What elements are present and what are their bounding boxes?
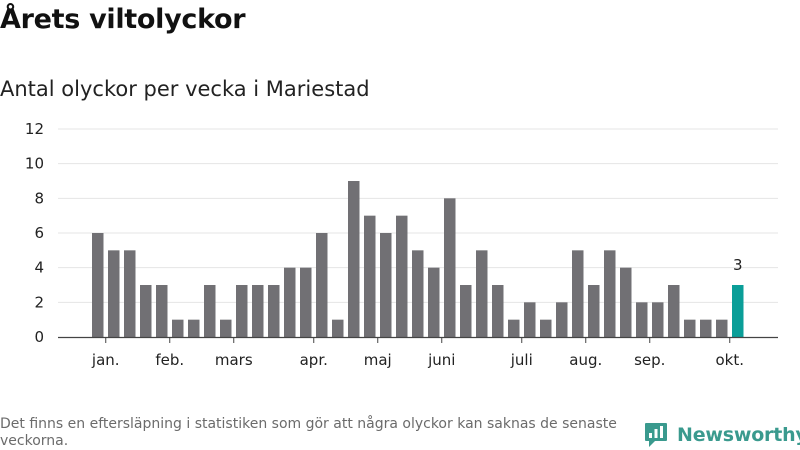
bar bbox=[428, 267, 440, 337]
bar bbox=[684, 319, 696, 337]
y-tick-label: 6 bbox=[34, 224, 44, 242]
bar bbox=[540, 319, 552, 337]
bar bbox=[716, 319, 728, 337]
bar bbox=[204, 285, 216, 337]
bar bbox=[252, 285, 264, 337]
bar bbox=[412, 250, 424, 337]
bar bbox=[300, 267, 312, 337]
bar bbox=[268, 285, 280, 337]
bar bbox=[444, 198, 456, 337]
newsworthy-logo-icon bbox=[645, 423, 667, 447]
x-tick-label: jan. bbox=[91, 351, 120, 369]
chart-subtitle: Antal olyckor per vecka i Mariestad bbox=[0, 77, 370, 101]
bar bbox=[572, 250, 584, 337]
y-tick-label: 4 bbox=[34, 259, 44, 277]
bar bbox=[460, 285, 472, 337]
bar bbox=[348, 181, 360, 337]
bar bbox=[124, 250, 136, 337]
bar bbox=[172, 319, 184, 337]
bar-chart: 0 2 4 6 8 10 12 3 jan. feb. mars apr. maj juni juli aug… bbox=[25, 120, 778, 369]
bar bbox=[236, 285, 248, 337]
newsworthy-logo: Newsworthy bbox=[644, 420, 800, 450]
bar bbox=[188, 319, 200, 337]
bar bbox=[556, 302, 568, 337]
bar bbox=[588, 285, 600, 337]
bar bbox=[156, 285, 168, 337]
footnote: Det finns en eftersläpning i statistiken… bbox=[0, 416, 617, 449]
y-tick-label: 2 bbox=[34, 293, 44, 311]
bar bbox=[508, 319, 520, 337]
bar bbox=[636, 302, 648, 337]
bar bbox=[380, 233, 392, 337]
bar bbox=[284, 267, 296, 337]
x-tick-label: sep. bbox=[634, 351, 665, 369]
bar bbox=[108, 250, 120, 337]
y-tick-label: 12 bbox=[25, 120, 44, 138]
data-label: 3 bbox=[733, 256, 743, 274]
bar bbox=[620, 267, 632, 337]
y-tick-label: 10 bbox=[25, 155, 44, 173]
bar bbox=[604, 250, 616, 337]
brand-name: Newsworthy bbox=[677, 424, 800, 446]
bar bbox=[700, 319, 712, 337]
bar bbox=[92, 233, 104, 337]
y-tick-label: 0 bbox=[34, 328, 44, 346]
bar bbox=[476, 250, 488, 337]
x-tick-label: okt. bbox=[715, 351, 744, 369]
bar bbox=[652, 302, 664, 337]
bar bbox=[492, 285, 504, 337]
bar bbox=[364, 215, 376, 337]
bar-highlight bbox=[732, 285, 744, 337]
bar bbox=[332, 319, 344, 337]
x-tick-label: juli bbox=[510, 351, 533, 369]
bar bbox=[316, 233, 328, 337]
x-tick-label: aug. bbox=[569, 351, 602, 369]
bar bbox=[220, 319, 232, 337]
x-tick-label: feb. bbox=[155, 351, 184, 369]
x-tick-label: maj bbox=[364, 351, 392, 369]
bar bbox=[140, 285, 152, 337]
x-tick-label: juni bbox=[427, 351, 455, 369]
bar bbox=[668, 285, 680, 337]
chart-title: Årets viltolyckor bbox=[0, 4, 246, 35]
bar bbox=[524, 302, 536, 337]
y-tick-label: 8 bbox=[34, 189, 44, 207]
x-tick-label: apr. bbox=[300, 351, 328, 369]
bar bbox=[396, 215, 408, 337]
x-tick-label: mars bbox=[215, 351, 253, 369]
